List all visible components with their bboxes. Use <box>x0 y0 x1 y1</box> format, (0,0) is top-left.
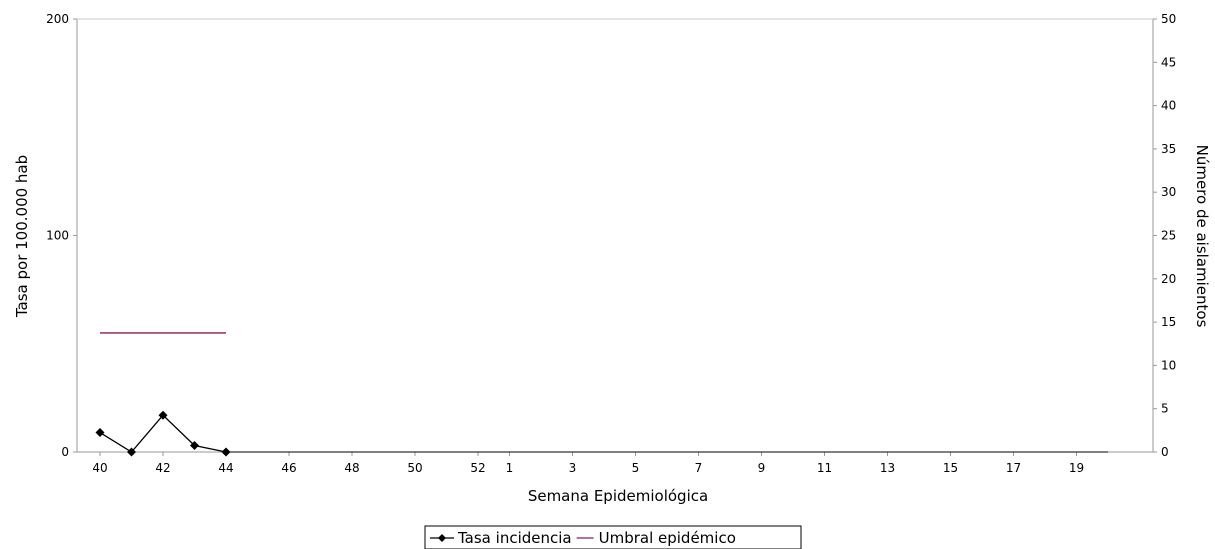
x-tick-label: 17 <box>1006 461 1021 475</box>
legend: Tasa incidencia Umbral epidémico <box>424 525 802 549</box>
legend-box <box>424 525 802 549</box>
x-tick-label: 15 <box>943 461 958 475</box>
x-tick-label: 9 <box>758 461 766 475</box>
x-tick-label: 44 <box>218 461 233 475</box>
x-tick-label: 11 <box>817 461 832 475</box>
y-right-tick-label: 5 <box>1161 402 1169 416</box>
right-y-axis-label: Número de aislamientos <box>1193 145 1211 328</box>
y-right-tick-label: 0 <box>1161 445 1169 459</box>
x-tick-label: 19 <box>1069 461 1084 475</box>
legend-label-umbral: Umbral epidémico <box>599 529 736 547</box>
y-right-tick-label: 45 <box>1161 55 1176 69</box>
x-axis-label: Semana Epidemiológica <box>528 487 708 505</box>
y-right-tick-label: 20 <box>1161 272 1176 286</box>
data-point-tasa-incidencia <box>127 447 136 457</box>
left-y-axis: 0 100 200 <box>46 12 77 459</box>
y-left-tick-label: 200 <box>46 12 69 26</box>
x-tick-label: 3 <box>569 461 577 475</box>
x-tick-label: 52 <box>470 461 485 475</box>
series-line-tasa-incidencia <box>99 414 227 453</box>
x-tick-label: 7 <box>695 461 703 475</box>
right-y-axis: 0 5 10 15 20 25 30 35 40 45 50 <box>1153 12 1176 459</box>
plot-area <box>76 18 1154 453</box>
y-right-tick-label: 50 <box>1161 12 1176 26</box>
y-right-tick-label: 30 <box>1161 185 1176 199</box>
x-tick-label: 1 <box>506 461 514 475</box>
legend-marker-tasa <box>438 534 446 542</box>
y-right-tick-label: 25 <box>1161 229 1176 243</box>
x-tick-label: 48 <box>344 461 359 475</box>
data-point-tasa-incidencia <box>158 410 168 420</box>
y-right-tick-label: 35 <box>1161 142 1176 156</box>
x-tick-label: 5 <box>632 461 640 475</box>
series-layer <box>95 332 1108 457</box>
left-y-axis-label: Tasa por 100.000 hab <box>13 155 31 318</box>
x-axis: 40 42 44 46 48 50 52 1 3 5 7 9 11 13 15 17 19 <box>92 452 1084 475</box>
x-tick-label: 40 <box>92 461 107 475</box>
x-tick-label: 13 <box>880 461 895 475</box>
y-left-tick-label: 0 <box>61 445 69 459</box>
x-tick-label: 42 <box>155 461 170 475</box>
legend-label-tasa: Tasa incidencia <box>457 529 572 547</box>
data-point-tasa-incidencia <box>95 428 105 438</box>
y-right-tick-label: 15 <box>1161 315 1176 329</box>
y-right-tick-label: 40 <box>1161 99 1176 113</box>
y-left-tick-label: 100 <box>46 229 69 243</box>
y-right-tick-label: 10 <box>1161 358 1176 372</box>
data-point-tasa-incidencia <box>190 441 199 451</box>
x-tick-label: 50 <box>407 461 422 475</box>
x-tick-label: 46 <box>281 461 296 475</box>
